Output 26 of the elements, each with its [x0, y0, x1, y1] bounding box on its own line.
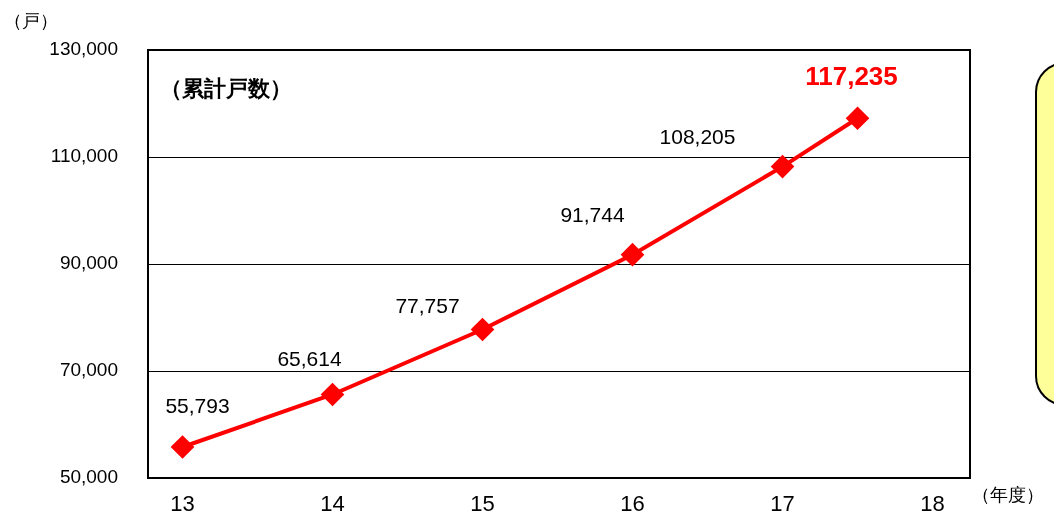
x-tick-label: 16	[620, 491, 645, 517]
data-label: 108,205	[659, 125, 736, 149]
x-tick-label: 14	[320, 491, 345, 517]
y-axis-title: （戸）	[4, 10, 58, 31]
data-label: 117,235	[805, 61, 898, 92]
y-tick-label: 110,000	[50, 145, 118, 167]
data-label: 91,744	[560, 203, 625, 227]
data-label: 65,614	[277, 347, 342, 371]
x-tick-label: 13	[170, 491, 195, 517]
x-axis-title: （年度）	[972, 484, 1044, 505]
y-tick-label: 50,000	[59, 466, 118, 488]
x-tick-label: 18	[920, 491, 945, 517]
x-tick-label: 15	[470, 491, 495, 517]
annotation: （累計戸数）	[160, 76, 292, 102]
point	[621, 243, 644, 266]
data-label: 77,757	[395, 294, 460, 318]
point	[846, 107, 869, 130]
point	[171, 436, 194, 459]
point	[471, 318, 494, 341]
y-tick-label: 130,000	[49, 38, 118, 60]
data-label: 55,793	[165, 393, 230, 417]
y-tick-label: 70,000	[59, 359, 118, 381]
point	[771, 155, 794, 178]
y-tick-label: 90,000	[59, 252, 118, 274]
x-tick-label: 17	[770, 491, 795, 517]
point	[321, 383, 344, 406]
